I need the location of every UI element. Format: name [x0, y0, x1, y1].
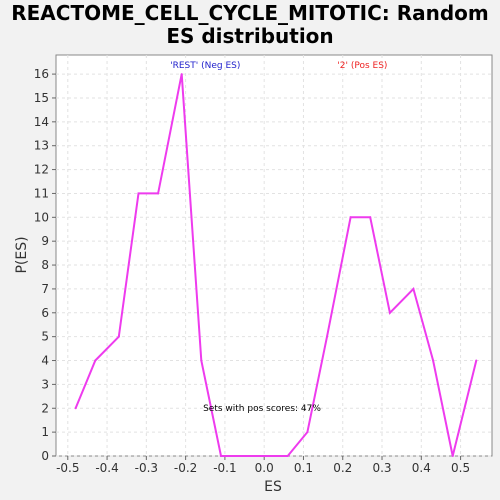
- legend-label: '2' (Pos ES): [337, 61, 387, 71]
- title-line-2: ES distribution: [166, 24, 334, 48]
- x-tick-label: -0.3: [135, 461, 158, 475]
- data-point: [157, 192, 160, 195]
- y-tick-label: 14: [34, 115, 49, 129]
- y-tick-label: 9: [41, 234, 49, 248]
- x-tick-label: -0.2: [174, 461, 197, 475]
- data-point: [432, 359, 435, 362]
- series-group: [74, 73, 478, 457]
- data-point: [349, 216, 352, 219]
- y-tick-label: 2: [41, 401, 49, 415]
- y-tick-label: 1: [41, 425, 49, 439]
- data-point: [286, 455, 289, 457]
- data-point: [200, 359, 203, 362]
- legend: 'REST' (Neg ES) '2' (Pos ES): [170, 61, 387, 71]
- y-tick-label: 7: [41, 282, 49, 296]
- data-point: [369, 216, 372, 219]
- data-point: [94, 359, 97, 362]
- x-tick-label: 0.0: [255, 461, 274, 475]
- x-tick-label: 0.1: [294, 461, 313, 475]
- data-point: [475, 359, 478, 362]
- y-tick-label: 0: [41, 449, 49, 463]
- x-axis-label: ES: [264, 479, 282, 495]
- y-tick-label: 3: [41, 377, 49, 391]
- chart-title: REACTOME_CELL_CYCLE_MITOTIC: Random ES d…: [0, 2, 500, 48]
- x-tick-label: 0.4: [412, 461, 431, 475]
- y-tick-label: 10: [34, 210, 49, 224]
- x-tick-label: 0.2: [333, 461, 352, 475]
- y-tick-label: 15: [34, 91, 49, 105]
- data-point: [74, 407, 77, 410]
- title-line-1: REACTOME_CELL_CYCLE_MITOTIC: Random: [11, 1, 489, 25]
- data-point: [137, 192, 140, 195]
- annotation: Sets with pos scores: 47%: [203, 404, 321, 414]
- y-tick-label: 4: [41, 354, 49, 368]
- y-axis-label: P(ES): [14, 236, 30, 273]
- series-line: [74, 73, 478, 457]
- x-tick-label: 0.3: [372, 461, 391, 475]
- legend-label: 'REST' (Neg ES): [170, 61, 240, 71]
- y-tick-label: 8: [41, 258, 49, 272]
- plot-area: [55, 54, 493, 457]
- y-tick-label: 16: [34, 67, 49, 81]
- data-point: [412, 287, 415, 290]
- y-tick-label: 6: [41, 306, 49, 320]
- y-tick-label: 12: [34, 163, 49, 177]
- data-point: [388, 311, 391, 314]
- y-tick-label: 5: [41, 330, 49, 344]
- gridlines: [56, 55, 492, 457]
- x-tick-label: -0.1: [213, 461, 236, 475]
- y-tick-label: 13: [34, 139, 49, 153]
- data-point: [219, 455, 222, 457]
- x-tick-label: -0.4: [95, 461, 118, 475]
- data-point: [306, 431, 309, 434]
- data-point: [326, 335, 329, 338]
- data-point: [263, 455, 266, 457]
- data-point: [243, 455, 246, 457]
- data-point: [180, 73, 183, 76]
- y-tick-label: 11: [34, 186, 49, 200]
- x-tick-label: 0.5: [451, 461, 470, 475]
- x-axis-ticks: -0.5 -0.4 -0.3 -0.2 -0.1 0.0 0.1 0.2 0.3 0.4 0.5: [56, 456, 470, 475]
- x-tick-label: -0.5: [56, 461, 79, 475]
- data-point: [451, 455, 454, 457]
- data-point: [117, 335, 120, 338]
